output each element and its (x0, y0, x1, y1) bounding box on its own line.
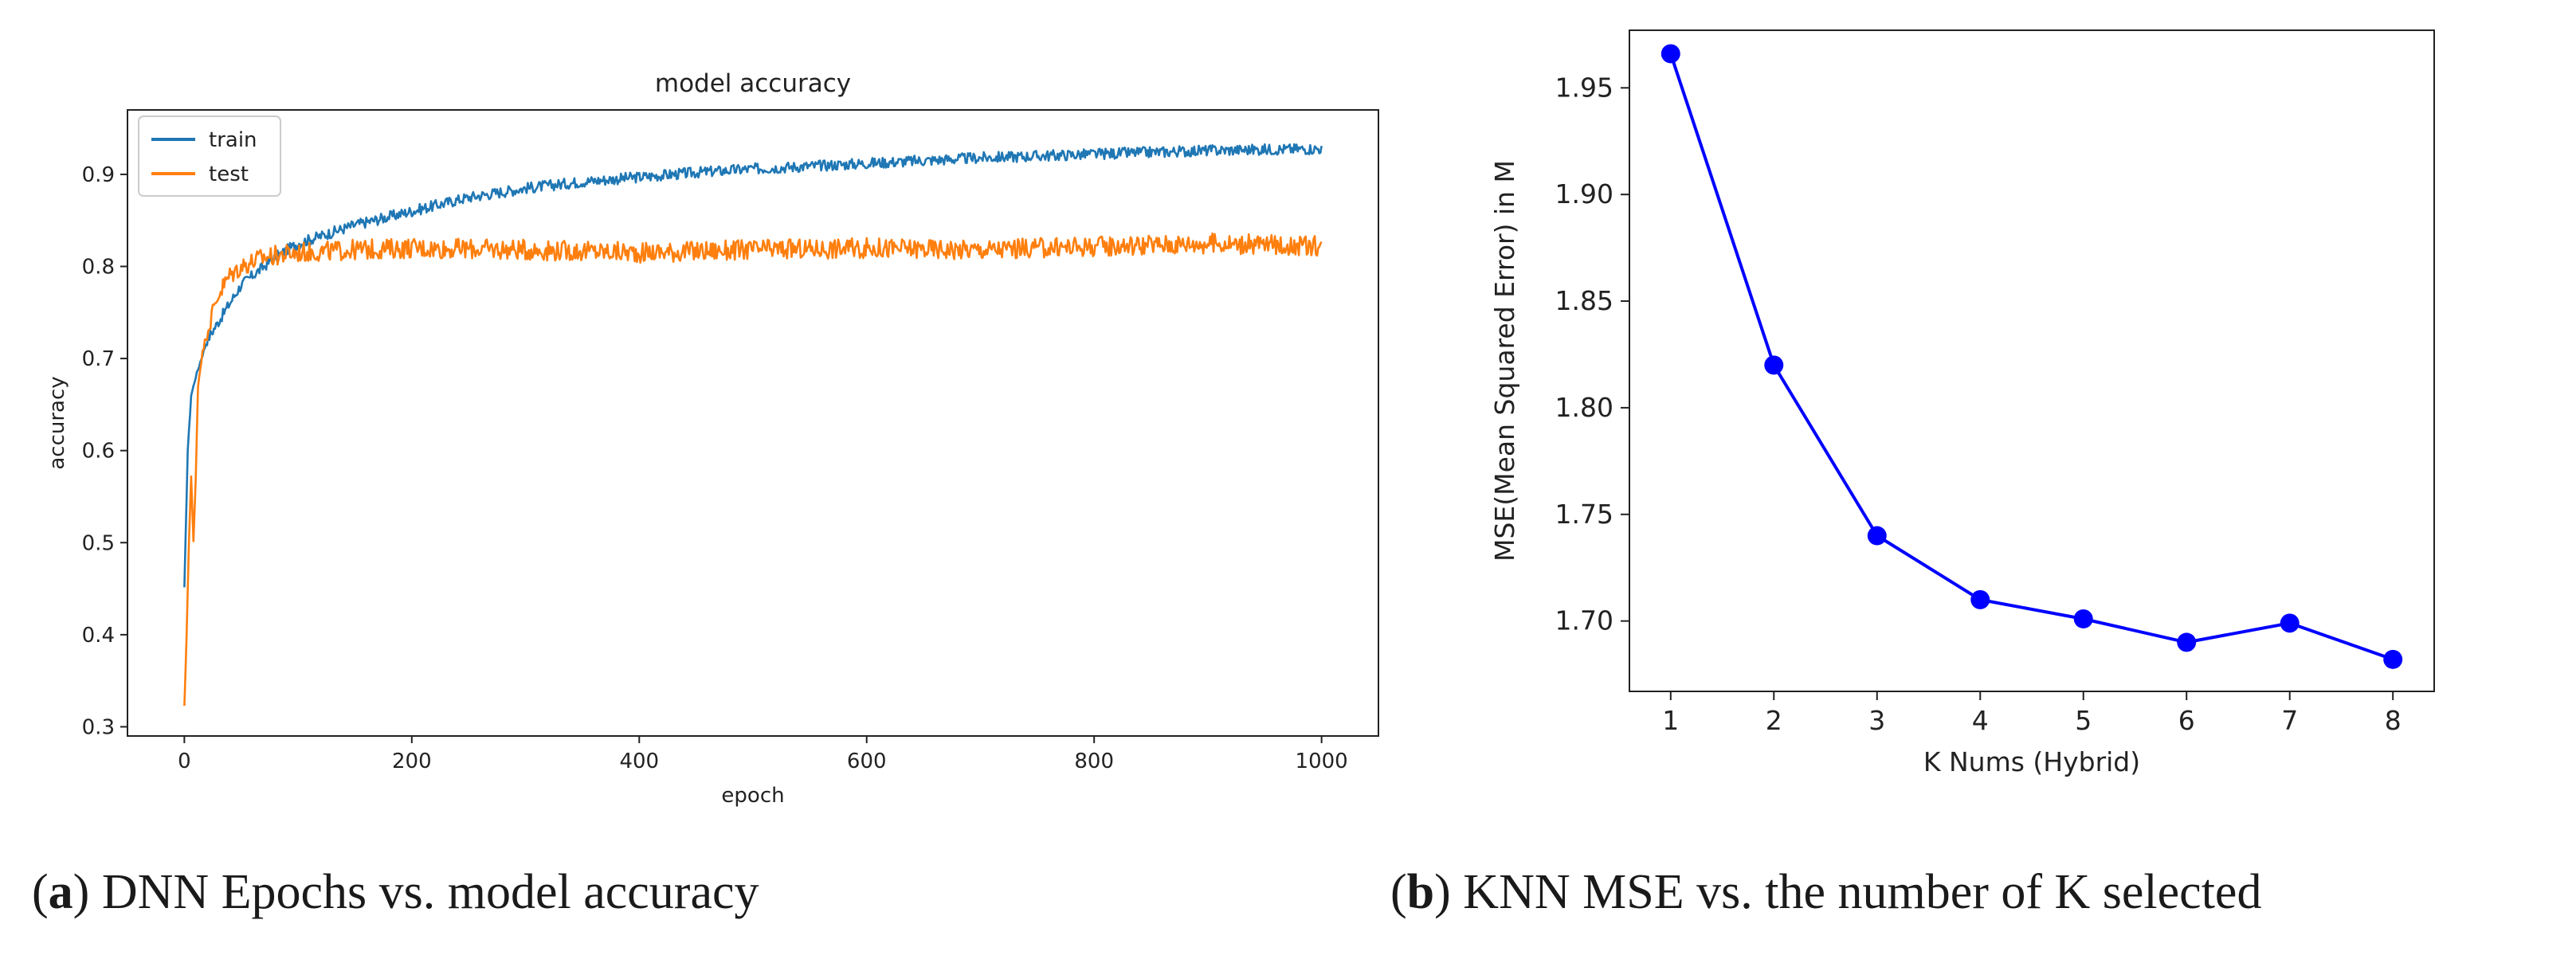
plot-frame (127, 109, 1379, 737)
caption-b: (b) KNN MSE vs. the number of K selected (1390, 865, 2262, 919)
x-tick-label: 1 (1662, 705, 1679, 736)
caption-a-label: a (48, 865, 73, 919)
caption-a: (a) DNN Epochs vs. model accuracy (32, 865, 759, 919)
accuracy-chart-svg: model accuracy epoch accuracy 0 200 400 600… (45, 69, 1379, 808)
caption-b-label: b (1406, 865, 1435, 919)
y-tick-label: 0.8 (82, 256, 115, 280)
x-tick-label: 1000 (1296, 750, 1348, 773)
x-tick-label: 800 (1074, 750, 1114, 773)
legend-box (138, 115, 281, 197)
y-tick-label: 1.75 (1555, 499, 1613, 530)
x-tick-label: 7 (2281, 705, 2298, 736)
x-axis-label: epoch (721, 784, 784, 808)
y-axis-label: accuracy (45, 376, 69, 469)
y-tick-label: 0.3 (82, 715, 115, 739)
y-tick-label: 0.9 (82, 163, 115, 187)
legend-test-label: test (209, 162, 249, 186)
series-line-test (183, 232, 1323, 707)
x-tick-label: 4 (1972, 705, 1989, 736)
x-tick-label: 2 (1766, 705, 1782, 736)
data-point-k4 (1970, 589, 1990, 609)
x-tick-label: 6 (2178, 705, 2195, 736)
data-point-k7 (2280, 613, 2300, 633)
x-tick-label: 200 (392, 750, 432, 773)
panel-b-mse-chart: K Nums (Hybrid) MSE(Mean Squared Error) … (1466, 0, 2576, 844)
data-point-k8 (2383, 649, 2403, 669)
x-tick-label: 600 (847, 750, 887, 773)
x-tick-label: 0 (178, 750, 191, 773)
caption-a-text: DNN Epochs vs. model accuracy (101, 865, 759, 919)
legend-train-label: train (209, 128, 257, 152)
plot-frame (1629, 29, 2435, 692)
x-tick-label: 3 (1868, 705, 1885, 736)
mse-chart-svg: K Nums (Hybrid) MSE(Mean Squared Error) … (1489, 29, 2435, 777)
data-point-k6 (2177, 632, 2197, 652)
data-point-k2 (1764, 355, 1784, 375)
data-point-k5 (2073, 609, 2093, 628)
series-line-train (183, 143, 1323, 588)
data-point-k3 (1867, 526, 1887, 546)
panel-a-accuracy-chart: model accuracy epoch accuracy 0 200 400 600… (0, 0, 1402, 844)
y-tick-label: 1.95 (1555, 72, 1613, 103)
y-tick-label: 0.4 (82, 624, 115, 648)
y-tick-label: 0.6 (82, 440, 115, 464)
series-line-mse (1668, 53, 2394, 661)
y-tick-label: 1.85 (1555, 285, 1613, 316)
y-tick-label: 1.70 (1555, 605, 1613, 636)
caption-b-text: KNN MSE vs. the number of K selected (1463, 865, 2262, 919)
y-tick-label: 1.80 (1555, 392, 1613, 423)
chart-title: model accuracy (655, 69, 851, 98)
y-tick-label: 1.90 (1555, 178, 1613, 209)
y-tick-label: 0.5 (82, 531, 115, 555)
x-axis-label: K Nums (Hybrid) (1923, 746, 2140, 777)
y-axis-label: MSE(Mean Squared Error) in M (1489, 160, 1520, 562)
legend: train test (138, 115, 281, 197)
data-point-k1 (1660, 44, 1680, 64)
x-tick-label: 5 (2075, 705, 2092, 736)
x-tick-label: 8 (2385, 705, 2402, 736)
x-tick-label: 400 (619, 750, 659, 773)
y-tick-label: 0.7 (82, 347, 115, 371)
